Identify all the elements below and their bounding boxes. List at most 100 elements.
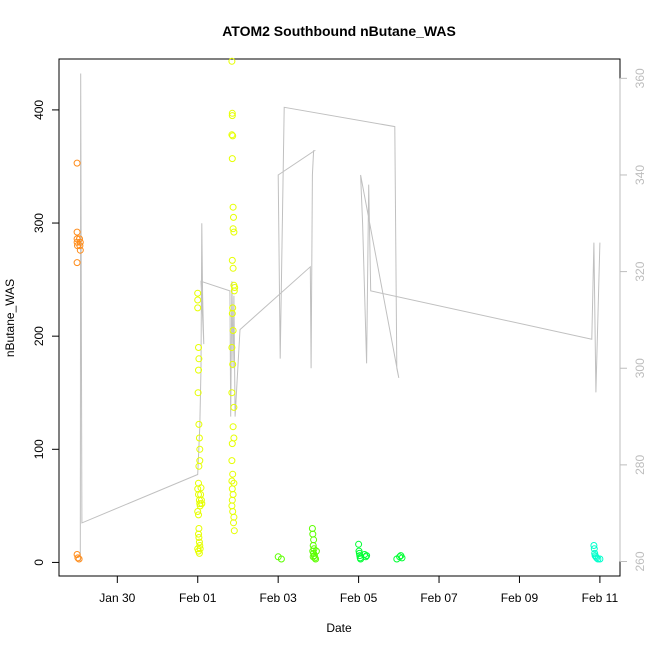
data-point (195, 366, 202, 374)
x-tick-label: Feb 11 (582, 591, 619, 605)
x-tick-label: Feb 05 (340, 591, 378, 605)
data-point (73, 228, 81, 236)
x-tick-label: Feb 01 (179, 591, 217, 605)
data-point (229, 203, 237, 211)
data-point (75, 555, 83, 563)
data-point (76, 242, 84, 250)
y-axis-label: nButane_WAS (3, 279, 17, 357)
y2-tick-label: 280 (633, 455, 647, 475)
y2-tick-label: 260 (633, 551, 647, 571)
y2-tick-label: 320 (633, 261, 647, 281)
x-axis-label: Date (326, 621, 352, 635)
data-point (228, 112, 236, 120)
data-point (228, 310, 236, 317)
x-axis: Jan 30 Feb 01 Feb 03 Feb 05 Feb 07 Feb 09 Feb … (99, 575, 619, 605)
data-point (229, 360, 237, 368)
y-tick-label: 100 (32, 439, 46, 459)
data-point (355, 540, 363, 548)
data-point (231, 284, 239, 291)
data-point (194, 304, 202, 312)
data-point (228, 485, 236, 493)
data-point (308, 525, 316, 532)
data-point (230, 513, 238, 521)
data-point (230, 479, 238, 487)
data-point (277, 555, 285, 563)
data-point (309, 553, 317, 561)
x-tick-label: Jan 30 (99, 591, 135, 605)
data-point (195, 511, 202, 519)
data-point (194, 508, 202, 515)
data-point (590, 542, 598, 549)
data-point (398, 554, 406, 562)
data-point (228, 440, 236, 448)
data-point (309, 530, 317, 538)
series-line (79, 73, 601, 562)
data-point (195, 462, 203, 470)
data-point (228, 502, 236, 510)
data-point (310, 536, 318, 544)
data-point (229, 508, 237, 515)
data-point (194, 296, 202, 304)
data-point (197, 484, 205, 492)
data-point (73, 551, 81, 558)
y2-tick-label: 340 (633, 165, 647, 185)
data-point (230, 403, 238, 411)
data-point (195, 538, 203, 546)
data-point (594, 555, 602, 563)
data-point (76, 235, 83, 243)
y-tick-label: 400 (32, 100, 46, 120)
y-axis-right: 260 280 300 320 340 360 (619, 68, 647, 572)
data-point (592, 553, 600, 561)
data-point (362, 553, 370, 561)
data-point (194, 289, 202, 297)
plot-frame (58, 58, 621, 577)
data-point (228, 256, 236, 264)
data-point (230, 287, 238, 295)
y2-tick-label: 300 (633, 358, 647, 378)
data-point (195, 530, 202, 538)
x-tick-label: Feb 07 (420, 591, 458, 605)
data-point (229, 327, 237, 334)
data-point (228, 389, 236, 397)
y2-tick-label: 360 (633, 68, 647, 88)
line-series-layer (79, 73, 601, 562)
data-point (229, 264, 237, 272)
data-point (198, 500, 206, 508)
x-tick-label: Feb 09 (501, 591, 539, 605)
data-point (196, 457, 204, 465)
data-point (230, 434, 238, 442)
data-point (196, 445, 204, 453)
data-point (228, 57, 236, 65)
data-point (596, 555, 604, 563)
data-point (228, 344, 236, 351)
data-point (230, 213, 237, 221)
data-point (228, 477, 236, 485)
y-tick-label: 300 (32, 213, 46, 233)
data-point (195, 534, 203, 541)
y-axis-left: 0 100 200 300 400 (32, 100, 60, 566)
data-point (363, 552, 371, 560)
data-point (229, 423, 237, 431)
data-point (195, 525, 203, 532)
data-point (195, 434, 203, 442)
data-point (195, 420, 203, 428)
data-point (73, 159, 81, 167)
data-point (76, 246, 84, 254)
data-point (312, 555, 320, 563)
data-point (229, 225, 237, 233)
data-point (229, 470, 237, 478)
chart-title: ATOM2 Southbound nButane_WAS (222, 23, 456, 39)
data-point (230, 519, 237, 527)
data-point (230, 527, 238, 535)
data-point (228, 131, 236, 139)
data-point (195, 549, 203, 557)
data-point (229, 132, 237, 140)
y-tick-label: 0 (32, 559, 46, 566)
x-tick-label: Feb 03 (259, 591, 297, 605)
scatter-points-layer (73, 57, 604, 563)
data-point (195, 355, 203, 363)
data-point (312, 547, 320, 555)
data-point (76, 238, 84, 246)
data-point (228, 109, 236, 117)
